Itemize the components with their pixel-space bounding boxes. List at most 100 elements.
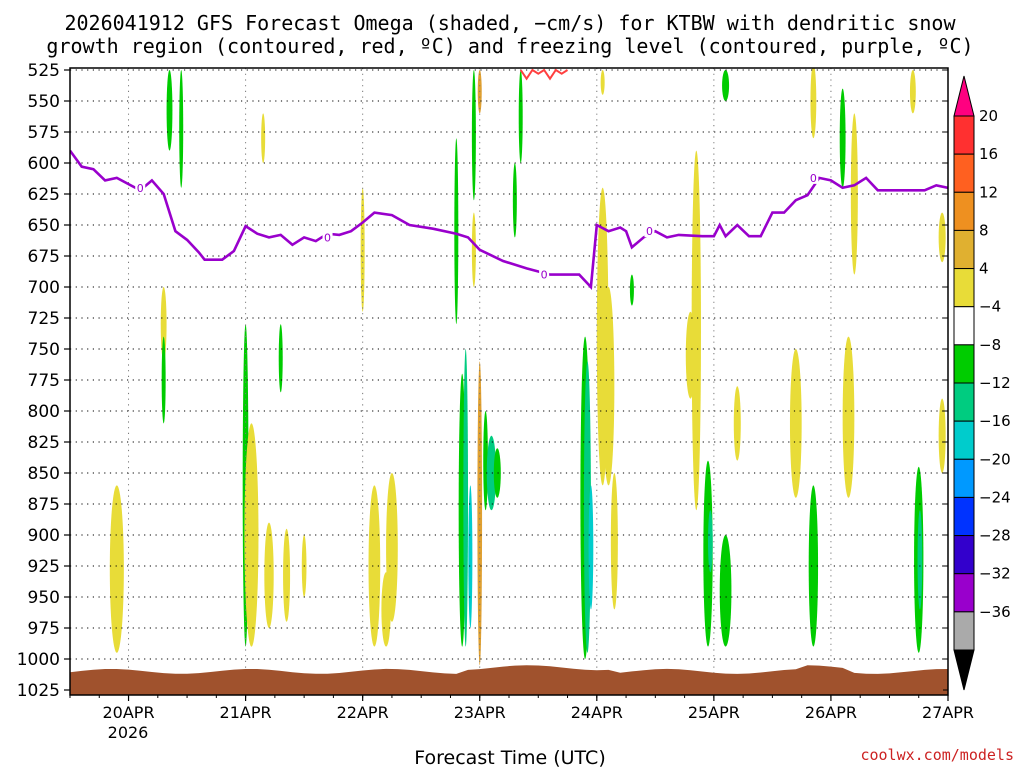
colorbar-swatch — [953, 115, 975, 155]
colorbar-swatch — [953, 496, 975, 537]
y-tick-label: 875 — [28, 495, 60, 515]
omega-cell — [360, 187, 365, 312]
contour-label-bg — [539, 267, 550, 281]
omega-cell — [160, 287, 167, 362]
x-axis-label: Forecast Time (UTC) — [414, 747, 605, 768]
x-tick-label: 22APR — [337, 703, 389, 722]
colorbar-swatch — [953, 191, 975, 231]
plot-grid — [70, 68, 949, 695]
contour-label-bg — [644, 224, 655, 238]
colorbar-label: −36 — [979, 603, 1011, 621]
colorbar-swatch — [953, 306, 975, 346]
colorbar-label: −20 — [979, 450, 1011, 468]
y-tick-label: 825 — [28, 433, 60, 453]
omega-cell — [244, 423, 259, 647]
colorbar-swatch — [953, 382, 975, 422]
y-tick-label: 900 — [28, 526, 60, 546]
omega-cell — [283, 528, 291, 622]
omega-cell — [109, 485, 124, 653]
omega-cell — [264, 522, 274, 628]
x-tick-label: 24APR — [571, 703, 623, 722]
chart-title-line-2: growth region (contoured, red, ºC) and f… — [46, 34, 973, 58]
omega-cell — [719, 535, 732, 647]
colorbar-swatch — [953, 420, 975, 460]
contours: 0 0 0 0 0 — [70, 68, 948, 290]
omega-cell — [468, 485, 473, 628]
y-tick-label: 575 — [28, 123, 60, 143]
colorbar-label: −16 — [979, 412, 1011, 430]
y-tick-label: 675 — [28, 247, 60, 267]
colorbar-swatch — [953, 268, 975, 308]
omega-cell — [602, 287, 615, 486]
colorbar-label: −12 — [979, 374, 1011, 392]
y-tick-label: 700 — [28, 278, 60, 298]
colorbar-swatch — [953, 229, 975, 270]
omega-cell — [471, 70, 476, 201]
y-tick-label: 600 — [28, 154, 60, 174]
omega-shading — [109, 68, 946, 666]
omega-cell — [610, 473, 618, 610]
omega-cell — [917, 510, 923, 610]
omega-cell — [368, 485, 381, 647]
colorbar-label: −8 — [979, 336, 1001, 354]
omega-cell — [842, 336, 855, 498]
contour-label-bg — [135, 180, 146, 194]
contour-label-bg — [322, 230, 333, 244]
y-tick-label: 775 — [28, 371, 60, 391]
y-tick-label: 550 — [28, 92, 60, 112]
y-tick-label: 850 — [28, 464, 60, 484]
x-tick-label: 26APR — [805, 703, 857, 722]
freezing-contour-label: 0 — [324, 231, 331, 244]
y-tick-label: 800 — [28, 402, 60, 422]
omega-cell — [600, 70, 605, 95]
omega-cell — [588, 485, 594, 610]
omega-cell — [493, 448, 501, 498]
y-tick-label: 975 — [28, 619, 60, 639]
colorbar-label: −24 — [979, 488, 1011, 506]
y-tick-label: 725 — [28, 309, 60, 329]
y-tick-label: 650 — [28, 216, 60, 236]
omega-cell — [850, 113, 858, 275]
colorbar-swatch — [953, 535, 975, 575]
colorbar-swatch — [953, 153, 975, 193]
omega-cell — [278, 324, 283, 393]
omega-cell — [733, 386, 741, 461]
colorbar-label: 4 — [979, 260, 989, 278]
colorbar-label: 8 — [979, 221, 989, 239]
omega-cell — [486, 435, 497, 511]
dgz-contour — [519, 68, 569, 81]
y-tick-label: 950 — [28, 588, 60, 608]
omega-cell — [261, 113, 266, 163]
terrain-surface — [70, 665, 948, 695]
y-tick-label: 750 — [28, 340, 60, 360]
colorbar-swatch — [953, 611, 975, 651]
pressure-axis: 525 550 575 600 625 650 675 700 725 750 775 800 825 8… — [17, 61, 948, 701]
x-tick-label: 23APR — [454, 703, 506, 722]
colorbar-bottom-arrow — [953, 649, 975, 691]
omega-cell — [161, 336, 166, 424]
omega-cell — [179, 69, 184, 188]
colorbar-label: 12 — [979, 183, 998, 201]
colorbar-label: −4 — [979, 298, 1001, 316]
omega-cell — [454, 138, 459, 325]
omega-cell — [166, 70, 173, 151]
x-tick-label: 20APR — [102, 703, 154, 722]
omega-cell — [703, 460, 713, 647]
time-axis: 20APR 21APR 22APR 23APR 24APR 25APR 26APR 27APR — [69, 695, 974, 722]
omega-cell — [938, 212, 946, 263]
omega-cell — [483, 411, 488, 511]
omega-cell — [386, 473, 398, 622]
omega-cell — [909, 70, 916, 114]
x-tick-label: 21APR — [220, 703, 272, 722]
omega-cell — [463, 349, 469, 647]
colorbar-swatch — [953, 344, 975, 384]
omega-cell — [512, 163, 517, 238]
colorbar-label: 20 — [979, 107, 998, 125]
contour-label-bg — [808, 170, 819, 184]
chart-title-line-1: 2026041912 GFS Forecast Omega (shaded, −… — [64, 11, 956, 35]
colorbar-swatch — [953, 458, 975, 498]
freezing-contour-label: 0 — [137, 182, 144, 195]
colorbar-label: −28 — [979, 527, 1011, 545]
freezing-contour-label: 0 — [541, 269, 548, 282]
